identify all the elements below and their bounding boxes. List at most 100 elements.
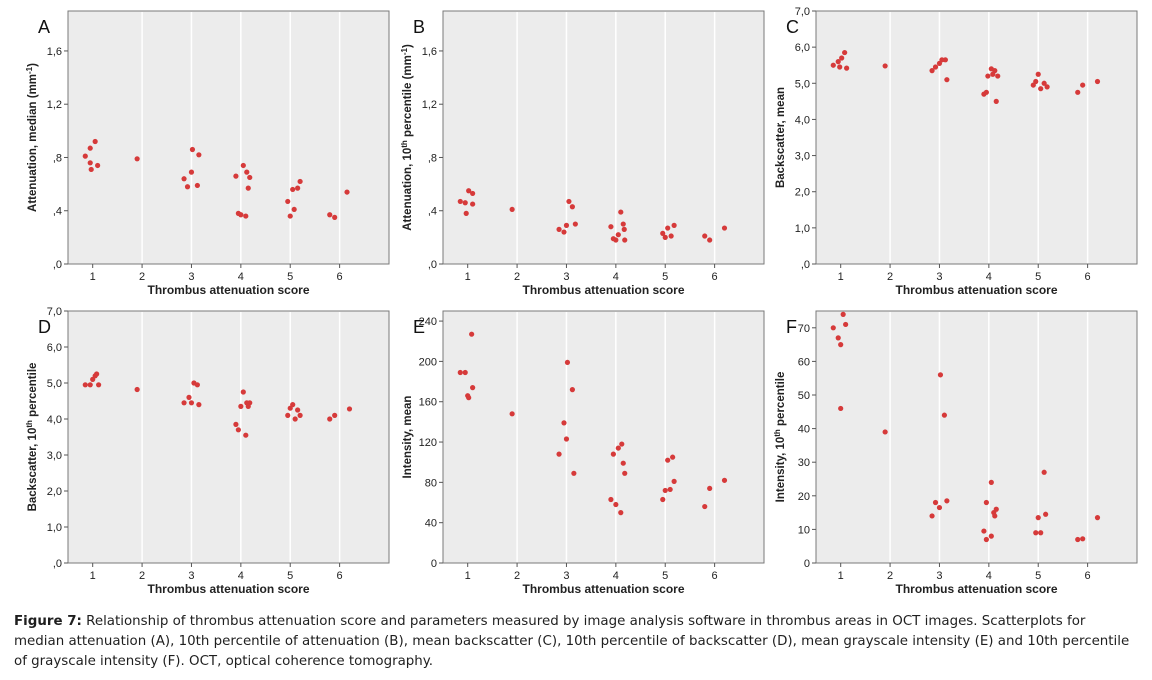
x-tick-label: 5 (287, 271, 293, 283)
plot-area (442, 310, 765, 564)
data-point (668, 233, 674, 239)
data-point (983, 499, 989, 506)
x-tick-label: 5 (1035, 271, 1041, 283)
y-tick-label: 1,6 (422, 46, 437, 58)
data-point (983, 89, 989, 95)
data-point (186, 394, 192, 400)
data-point (985, 73, 991, 79)
y-tick-label: ,4 (53, 206, 62, 218)
data-point (993, 506, 999, 512)
data-point (615, 445, 621, 451)
data-point (457, 198, 463, 205)
x-tick-label: 5 (662, 570, 668, 582)
data-point (944, 77, 950, 83)
data-point (561, 420, 567, 426)
data-point (932, 64, 939, 70)
data-point (87, 382, 93, 388)
panel-letter: A (38, 17, 50, 37)
y-tick-label: ,0 (53, 558, 62, 570)
data-point (295, 185, 301, 191)
plot-area (815, 10, 1138, 265)
data-point (94, 371, 100, 377)
data-point (1038, 530, 1044, 536)
data-point (1038, 86, 1044, 92)
panel-b: 1 2 3 4 5 6 ,0 ,4 ,8 1,2 1,6 Thrombus attenuation s… (400, 10, 765, 297)
y-tick-label: 1,0 (795, 223, 810, 235)
data-point (620, 460, 626, 466)
data-point (1035, 515, 1041, 521)
data-point (992, 68, 998, 74)
y-tick-label: 2,0 (795, 187, 810, 199)
x-tick-label: 3 (936, 570, 942, 582)
data-point (287, 213, 293, 219)
data-point (572, 221, 578, 227)
x-tick-label: 2 (139, 570, 145, 582)
data-point (988, 533, 994, 539)
data-point (882, 63, 888, 69)
y-axis-label: Backscatter, mean (775, 87, 787, 188)
data-point (556, 226, 562, 232)
data-point (1033, 78, 1039, 85)
data-point (1075, 89, 1081, 95)
x-tick-label: 3 (563, 570, 569, 582)
x-tick-label: 4 (986, 271, 992, 283)
y-tick-label: 5,0 (795, 78, 810, 90)
data-point (96, 382, 102, 388)
y-tick-label: 50 (798, 390, 810, 402)
figure-caption: Figure 7: Relationship of thrombus atten… (14, 612, 1138, 672)
y-tick-label: 3,0 (47, 450, 62, 462)
x-tick-label: 6 (712, 271, 718, 283)
x-axis-label: Thrombus attenuation score (147, 582, 309, 596)
y-tick-label: 2,0 (47, 486, 62, 498)
y-tick-label: 4,0 (795, 114, 810, 126)
data-point (988, 479, 994, 485)
panel-letter: E (413, 317, 425, 337)
data-point (469, 331, 475, 337)
y-tick-label: 6,0 (47, 342, 62, 354)
y-axis-label: Backscatter, 10th percentile (25, 363, 40, 512)
data-point (837, 64, 843, 70)
data-point (238, 212, 244, 218)
data-point (290, 402, 296, 408)
data-point (564, 359, 571, 366)
data-point (1035, 71, 1041, 77)
x-tick-label: 5 (662, 271, 668, 283)
x-tick-label: 4 (613, 271, 619, 283)
x-tick-label: 2 (139, 271, 145, 283)
y-tick-label: 7,0 (795, 6, 810, 18)
data-point (95, 162, 101, 169)
y-tick-label: 60 (798, 356, 810, 368)
data-point (670, 454, 676, 460)
y-axis-label: Intensity, 10th percentile (773, 372, 788, 503)
data-point (1075, 536, 1081, 543)
data-point (92, 138, 98, 145)
x-tick-label: 1 (465, 271, 471, 283)
y-tick-label: 40 (425, 518, 437, 530)
data-point (466, 188, 472, 194)
panel-e: 1 2 3 4 5 6 0 40 80 120 160 200 240 Thrombus attenuat… (402, 310, 765, 596)
y-tick-label: 1,2 (422, 99, 437, 111)
data-point (462, 369, 468, 376)
x-tick-label: 4 (238, 570, 244, 582)
x-axis-label: Thrombus attenuation score (895, 283, 1057, 297)
data-point (830, 325, 836, 331)
data-point (566, 198, 572, 205)
data-point (87, 160, 93, 166)
x-tick-label: 1 (838, 271, 844, 283)
y-tick-label: 40 (798, 424, 810, 436)
x-tick-label: 4 (986, 570, 992, 582)
data-point (941, 412, 948, 418)
data-point (470, 201, 476, 207)
caption-label: Figure 7: (14, 614, 82, 629)
x-axis-label: Thrombus attenuation score (147, 283, 309, 297)
x-tick-label: 3 (563, 271, 569, 283)
y-tick-label: ,8 (428, 152, 437, 164)
data-point (82, 382, 88, 388)
data-point (844, 65, 850, 71)
y-tick-label: 0 (431, 558, 437, 570)
data-point (662, 487, 668, 494)
data-point (613, 501, 619, 508)
caption-text: Relationship of thrombus attenuation sco… (14, 614, 1130, 669)
